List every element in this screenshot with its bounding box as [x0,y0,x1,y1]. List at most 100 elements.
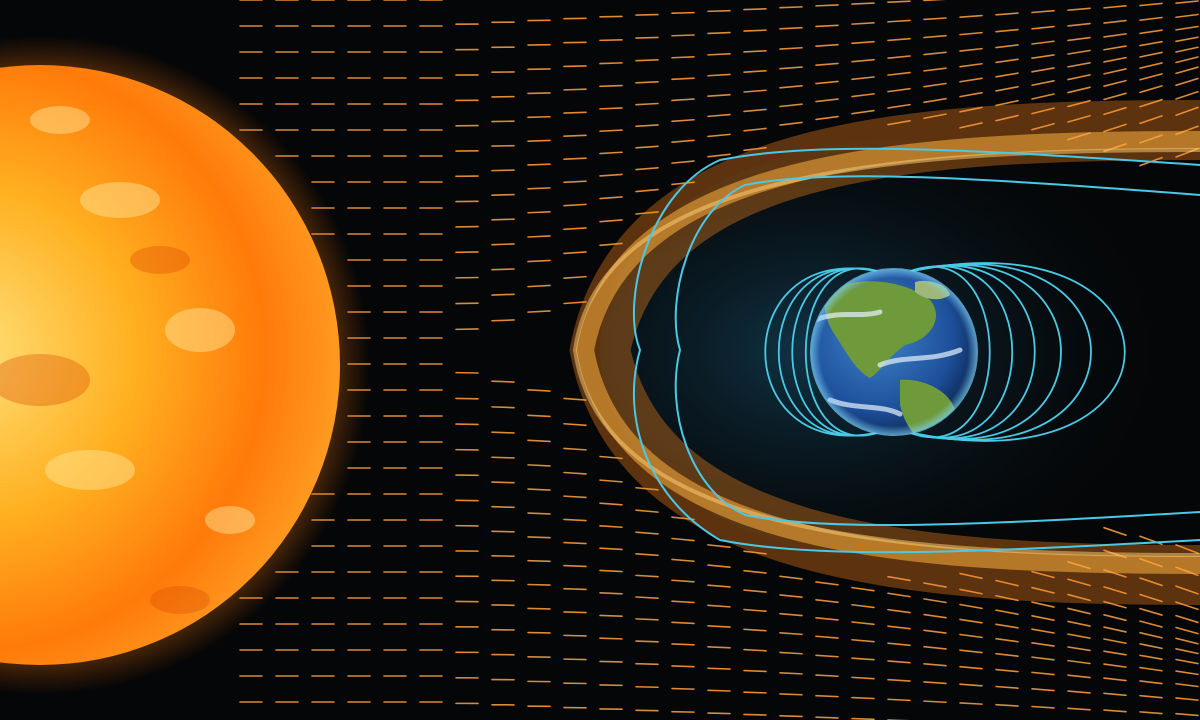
wind-dash [851,109,875,115]
wind-dash [1175,585,1199,595]
wind-dash [1067,659,1091,665]
wind-dash [1067,674,1091,679]
bow-shock [569,100,1200,605]
wind-dash [1103,33,1127,38]
wind-dash [527,210,551,214]
wind-dash [599,219,623,223]
wind-dash [923,700,947,704]
wind-dash [671,160,695,164]
wind-dash [1175,601,1199,611]
wind-dash [635,486,659,491]
wind-dash [671,98,695,102]
wind-dash [599,660,623,663]
wind-dash [995,623,1019,629]
wind-dash [1103,692,1127,697]
wind-dash [563,227,587,231]
wind-dash [707,645,731,649]
wind-dash [887,642,911,647]
wind-dash [815,98,839,103]
wind-dash [563,157,587,161]
wind-dash [599,455,623,460]
wind-dash [995,28,1019,33]
wind-dash [635,553,659,557]
wind-dash [995,72,1019,78]
wind-dash [491,268,515,271]
wind-dash [1103,600,1127,609]
wind-dash [815,24,839,28]
wind-dash [743,713,767,716]
wind-dash [563,203,587,207]
wind-dash [707,133,731,138]
wind-dash [1139,29,1163,35]
wind-dash [743,628,767,632]
wind-dash [779,6,803,9]
wind-dash [887,19,911,23]
wind-dash [671,687,695,690]
wind-dash [635,124,659,128]
magnetopause-lines [632,147,1200,554]
wind-dash [527,439,551,443]
wind-dash [563,422,587,427]
wind-dash [1103,106,1127,116]
wind-dash [1067,49,1091,55]
wind-dash [1067,7,1091,11]
wind-dash [923,82,947,88]
wind-dash [527,310,551,313]
wind-dash [635,59,659,62]
wind-dash [815,599,839,604]
wind-dash [527,139,551,142]
wind-dash [959,62,983,68]
wind-dash [671,56,695,59]
wind-dash [779,594,803,598]
wind-dash [887,120,911,126]
wind-dash [1103,638,1127,645]
wind-dash [1175,682,1199,688]
wind-dash [995,652,1019,658]
wind-dash [707,153,731,158]
wind-dash [887,678,911,682]
wind-dash [1031,93,1055,100]
wind-dash [1031,80,1055,87]
wind-dash [1103,45,1127,51]
wind-dash [887,592,911,598]
field-line [907,262,1126,442]
wind-dash [563,134,587,137]
wind-dash [995,703,1019,707]
wind-dash [1139,694,1163,699]
wind-dash [1067,114,1091,123]
wind-dash [1031,570,1055,579]
wind-dash [1103,677,1127,682]
wind-dash [1103,56,1127,63]
wind-dash [1175,13,1199,19]
wind-dash [959,618,983,624]
wind-dash [851,696,875,700]
solar-wind [239,0,1199,720]
wind-dash [563,180,587,184]
wind-dash [599,569,623,573]
wind-dash [1067,690,1091,694]
wind-dash [959,665,983,670]
wind-dash [887,698,911,702]
wind-dash [707,9,731,13]
wind-dash [1103,663,1127,668]
wind-dash [743,127,767,132]
wind-dash [1103,526,1127,536]
wind-dash [779,651,803,655]
wind-dash [1139,593,1163,603]
wind-dash [491,481,515,484]
wind-dash [1175,712,1199,717]
wind-dash [671,77,695,81]
wind-dash [815,635,839,639]
wind-dash [743,29,767,32]
field-line [778,267,881,437]
wind-dash [851,2,875,5]
wind-dash [995,579,1019,587]
wind-dash [1139,16,1163,21]
wind-dash [1103,626,1127,633]
wind-dash [635,596,659,599]
wind-dash [995,44,1019,49]
wind-dash [1139,73,1163,81]
field-line [907,265,1014,439]
wind-dash [527,284,551,288]
